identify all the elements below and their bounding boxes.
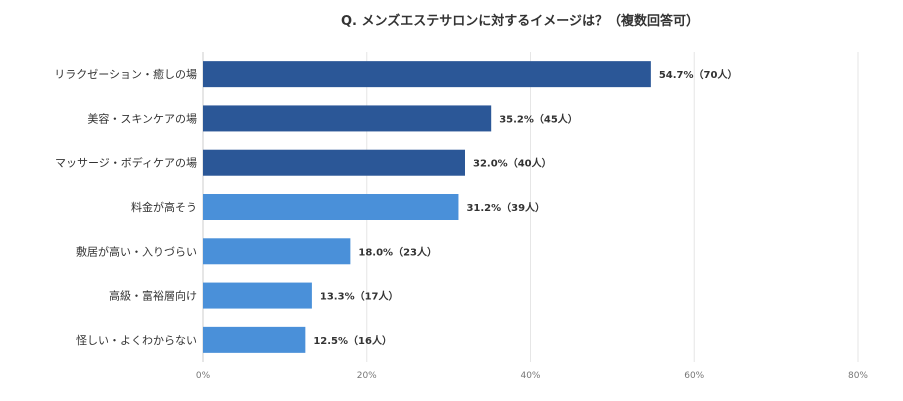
bar bbox=[203, 326, 306, 353]
category-label: 料金が高そう bbox=[131, 200, 197, 214]
x-tick-label: 40% bbox=[520, 371, 540, 381]
bar bbox=[203, 194, 459, 220]
x-tick-label: 60% bbox=[684, 371, 704, 381]
bar-layer bbox=[203, 61, 651, 353]
bar bbox=[203, 149, 465, 176]
bar bbox=[203, 282, 312, 309]
data-label: 12.5%（16人） bbox=[313, 334, 392, 347]
category-label: 敷居が高い・入りづらい bbox=[76, 244, 197, 258]
data-label: 35.2%（45人） bbox=[499, 112, 578, 125]
label-layer: リラクゼーション・癒しの場 54.7%（70人） 美容・スキンケアの場 35.2%（4… bbox=[54, 67, 737, 347]
bar bbox=[203, 105, 492, 132]
data-label: 54.7%（70人） bbox=[659, 68, 738, 81]
bar bbox=[203, 61, 651, 88]
bar bbox=[203, 238, 351, 265]
grid-layer bbox=[202, 52, 859, 362]
x-tick-label: 20% bbox=[357, 371, 377, 381]
category-label: マッサージ・ボディケアの場 bbox=[55, 156, 197, 170]
category-label: 美容・スキンケアの場 bbox=[87, 111, 197, 125]
data-label: 13.3%（17人） bbox=[320, 290, 399, 303]
category-label: 怪しい・よくわからない bbox=[76, 333, 197, 347]
x-tick-label: 0% bbox=[196, 371, 211, 381]
category-label: リラクゼーション・癒しの場 bbox=[54, 67, 197, 81]
data-label: 18.0%（23人） bbox=[358, 245, 437, 258]
data-label: 32.0%（40人） bbox=[473, 157, 552, 170]
data-label: 31.2%（39人） bbox=[466, 201, 545, 214]
x-tick-label: 80% bbox=[848, 371, 868, 381]
tick-layer: 0% 20% 40% 60% 80% bbox=[196, 371, 869, 381]
category-label: 高級・富裕層向け bbox=[109, 289, 197, 303]
chart-title: Q. メンズエステサロンに対するイメージは？（複数回答可） bbox=[341, 13, 699, 29]
